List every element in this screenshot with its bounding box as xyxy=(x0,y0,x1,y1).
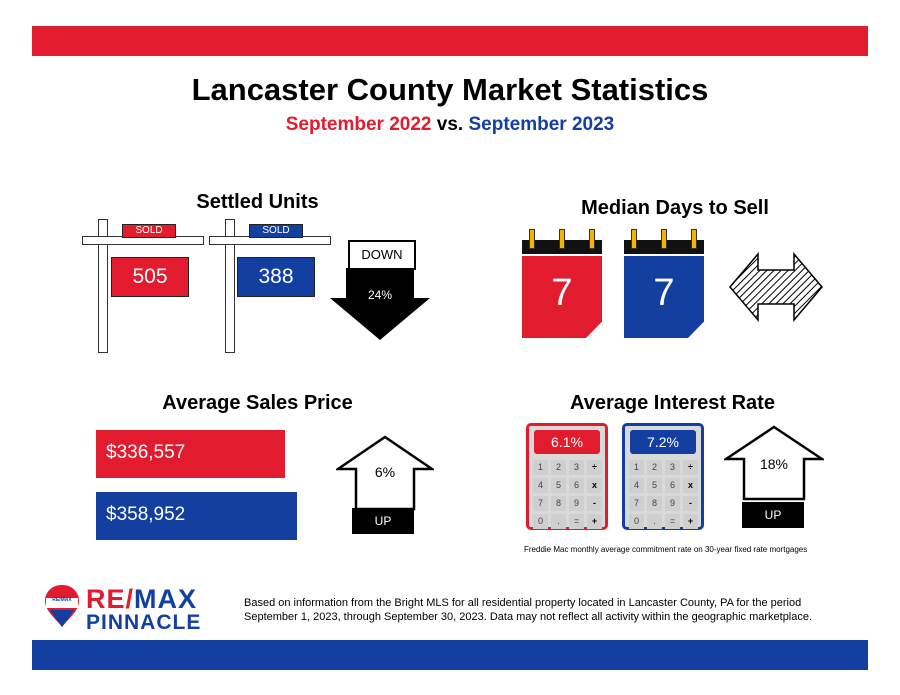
calculator-key: + xyxy=(683,514,698,529)
avg-interest-rate-heading: Average Interest Rate xyxy=(570,392,775,414)
sold-tag: SOLD xyxy=(249,224,303,238)
arrow-up-icon xyxy=(724,425,824,501)
calculator-key: x xyxy=(683,478,698,493)
interest-rate-note: Freddie Mac monthly average commitment r… xyxy=(524,545,808,554)
calculator-key: . xyxy=(647,514,662,529)
calculator-2023: 7.2% 1 2 3 ÷ 4 5 6 x 7 8 9- 0. = + xyxy=(622,423,704,530)
bottom-blue-bar xyxy=(32,640,868,670)
avg-price-change: 6% xyxy=(374,464,396,480)
calculator-key: ÷ xyxy=(587,460,602,475)
calculator-display: 6.1% xyxy=(534,430,600,454)
interest-rate-change: 18% xyxy=(759,456,789,472)
calculator-key: 9 xyxy=(569,496,584,511)
top-red-bar xyxy=(32,26,868,56)
double-arrow-icon xyxy=(729,252,823,322)
trend-down-label: DOWN xyxy=(348,240,416,270)
calculator-display: 7.2% xyxy=(630,430,696,454)
calculator-key: = xyxy=(665,514,680,529)
calculator-key: x xyxy=(587,478,602,493)
calculator-key: = xyxy=(569,514,584,529)
calculator-key: 0 xyxy=(629,514,644,529)
calculator-key: - xyxy=(587,496,602,511)
median-days-2023: 7 xyxy=(653,272,675,314)
calculator-key: 8 xyxy=(647,496,662,511)
sign-post xyxy=(225,219,235,353)
ring-icon xyxy=(691,229,697,249)
ring-icon xyxy=(529,229,535,249)
calculator-keypad: 1 2 3 ÷ 4 5 6 x 7 8 9- 0. = + xyxy=(629,460,701,529)
calculator-key: 6 xyxy=(665,478,680,493)
page-subtitle: September 2022 vs. September 2023 xyxy=(0,114,900,136)
avg-sales-price-heading: Average Sales Price xyxy=(162,392,353,414)
calculator-key: 5 xyxy=(647,478,662,493)
balloon-icon xyxy=(45,585,79,627)
logo-max: MAX xyxy=(134,584,198,614)
subtitle-2022: September 2022 xyxy=(285,114,432,135)
trend-up-label: UP xyxy=(352,508,414,534)
calculator-key: 0 xyxy=(533,514,548,529)
footer-disclaimer: Based on information from the Bright MLS… xyxy=(244,597,813,623)
calculator-key: 6 xyxy=(569,478,584,493)
calculator-keypad: 1 2 3 ÷ 4 5 6 x 7 8 9- 0. = + xyxy=(533,460,605,529)
calculator-2022: 6.1% 1 2 3 ÷ 4 5 6 x 7 8 9- 0. = + xyxy=(526,423,608,530)
calculator-key: 1 xyxy=(533,460,548,475)
calculator-key: 7 xyxy=(533,496,548,511)
calculator-key: 9 xyxy=(665,496,680,511)
ring-icon xyxy=(631,229,637,249)
arrow-down-icon xyxy=(330,268,430,340)
ring-icon xyxy=(589,229,595,249)
settled-units-heading: Settled Units xyxy=(196,191,319,213)
logo-re: RE/ xyxy=(86,584,135,614)
sign-post xyxy=(98,219,108,353)
calculator-key: + xyxy=(587,514,602,529)
logo-wordmark: RE/MAX xyxy=(86,584,197,615)
calendar-page xyxy=(522,256,602,338)
avg-price-2023: $358,952 xyxy=(96,492,297,540)
calendar-page xyxy=(624,256,704,338)
sold-tag: SOLD xyxy=(122,224,176,238)
calculator-key: . xyxy=(551,514,566,529)
settled-units-2023: 388 xyxy=(237,257,315,297)
subtitle-vs: vs. xyxy=(436,114,464,135)
settled-units-change: 24% xyxy=(367,288,393,302)
calculator-key: 2 xyxy=(551,460,566,475)
ring-icon xyxy=(661,229,667,249)
trend-up-label: UP xyxy=(742,502,804,528)
calculator-key: 3 xyxy=(569,460,584,475)
avg-price-2022: $336,557 xyxy=(96,430,285,478)
median-days-2022: 7 xyxy=(551,272,573,314)
calculator-key: 4 xyxy=(533,478,548,493)
subtitle-2023: September 2023 xyxy=(468,114,615,135)
calculator-key: ÷ xyxy=(683,460,698,475)
calculator-key: 7 xyxy=(629,496,644,511)
calculator-key: 8 xyxy=(551,496,566,511)
settled-units-2022: 505 xyxy=(111,257,189,297)
calculator-key: 1 xyxy=(629,460,644,475)
calculator-key: 3 xyxy=(665,460,680,475)
median-days-heading: Median Days to Sell xyxy=(581,197,769,219)
logo-pinnacle: PINNACLE xyxy=(86,611,202,634)
page-title: Lancaster County Market Statistics xyxy=(191,72,709,107)
calculator-key: 2 xyxy=(647,460,662,475)
calculator-key: - xyxy=(683,496,698,511)
calculator-key: 4 xyxy=(629,478,644,493)
balloon-text: RE/MAX xyxy=(52,597,72,603)
calculator-key: 5 xyxy=(551,478,566,493)
ring-icon xyxy=(559,229,565,249)
